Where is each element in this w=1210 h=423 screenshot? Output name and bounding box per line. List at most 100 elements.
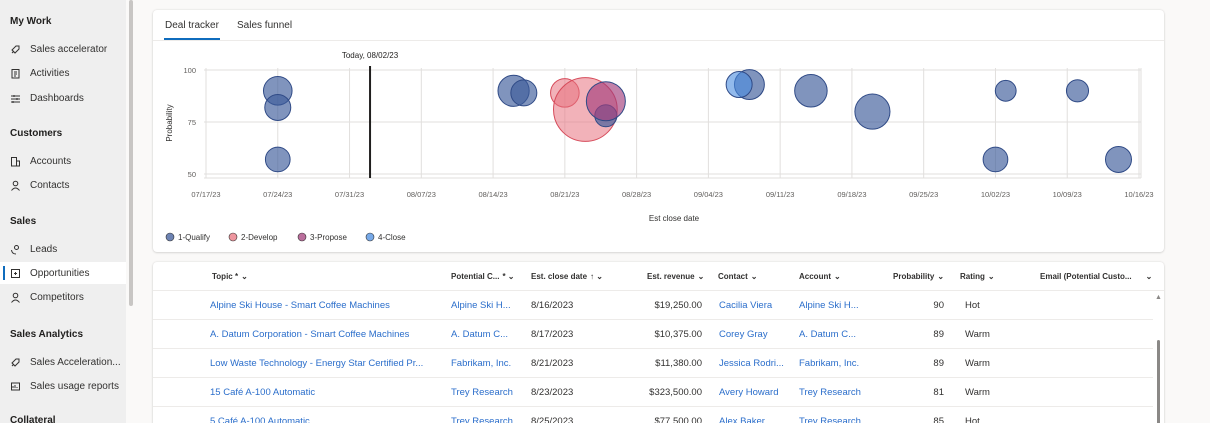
sidebar-item-activities[interactable]: Activities: [0, 62, 126, 84]
sidebar-item-label: Accounts: [30, 155, 72, 167]
x-axis-label: Est close date: [649, 214, 700, 223]
sidebar-section-collateral: Collateral: [10, 415, 56, 423]
sidebar-item-accounts[interactable]: Accounts: [0, 150, 126, 172]
x-tick-label: 08/14/23: [478, 190, 507, 199]
x-tick-label: 10/16/23: [1124, 190, 1153, 199]
y-tick-label: 100: [183, 66, 196, 75]
cell-revenue: $19,250.00: [654, 300, 702, 311]
legend-label[interactable]: 3-Propose: [310, 233, 347, 242]
cell-topic[interactable]: Low Waste Technology - Energy Star Certi…: [210, 358, 424, 369]
scroll-up-arrow-icon[interactable]: ▲: [1155, 294, 1162, 301]
cell-contact[interactable]: Avery Howard: [719, 387, 779, 398]
column-header[interactable]: Contact ⌄: [718, 272, 757, 281]
column-header-label: Topic *: [212, 272, 239, 281]
person-icon: [10, 292, 21, 303]
cell-customer[interactable]: Trey Research: [451, 387, 513, 398]
sidebar-item-label: Competitors: [30, 291, 84, 303]
cell-probability: 81: [933, 387, 944, 398]
x-tick-label: 09/25/23: [909, 190, 938, 199]
sidebar-item-label: Opportunities: [30, 267, 90, 279]
column-header[interactable]: Est. close date ↑ ⌄: [531, 272, 603, 281]
chevron-down-icon: ↑ ⌄: [590, 272, 603, 281]
sidebar-item-label: Contacts: [30, 179, 70, 191]
sidebar-item-sales-usage-reports[interactable]: Sales usage reports: [0, 375, 126, 397]
deal-tracker-card: Deal tracker Sales funnel 07/17/23 07/24/…: [153, 10, 1164, 252]
cell-account[interactable]: A. Datum C...: [799, 329, 857, 340]
x-tick-label: 07/17/23: [191, 190, 220, 199]
grid-scrollbar[interactable]: [1157, 340, 1160, 423]
sidebar-section-sales-analytics: Sales Analytics: [10, 329, 84, 340]
cell-contact[interactable]: Cacilia Viera: [719, 300, 773, 311]
column-header[interactable]: Topic * ⌄: [212, 272, 248, 281]
cell-topic[interactable]: 5 Café A-100 Automatic: [210, 416, 310, 423]
cell-revenue: $323,500.00: [649, 387, 702, 398]
legend-marker: [297, 232, 307, 242]
table-row[interactable]: A. Datum Corporation - Smart Coffee Mach…: [153, 320, 1153, 349]
tab-sales-funnel[interactable]: Sales funnel: [237, 20, 293, 31]
bubble-1-qualify: [264, 93, 292, 121]
dashboard-icon: [10, 93, 21, 104]
cell-account[interactable]: Alpine Ski H...: [799, 300, 859, 311]
sidebar-item-opportunities[interactable]: Opportunities: [0, 262, 126, 284]
x-tick-label: 09/11/23: [766, 190, 795, 199]
cell-topic[interactable]: A. Datum Corporation - Smart Coffee Mach…: [210, 329, 410, 340]
cell-contact[interactable]: Alex Baker: [719, 416, 765, 423]
sidebar-scrollbar[interactable]: [129, 0, 133, 306]
sidebar-item-sales-accelerator[interactable]: Sales accelerator: [0, 38, 126, 60]
sidebar-item-contacts[interactable]: Contacts: [0, 174, 126, 196]
column-header[interactable]: Potential C... * ⌄: [451, 272, 515, 281]
sidebar-item-sales-acceleration[interactable]: Sales Acceleration...: [0, 351, 126, 373]
column-header[interactable]: Est. revenue ⌄: [647, 272, 704, 281]
y-tick-label: 50: [188, 170, 196, 179]
cell-account[interactable]: Trey Research: [799, 387, 861, 398]
column-header-label: Est. revenue: [647, 272, 695, 281]
legend-label[interactable]: 2-Develop: [241, 233, 278, 242]
cell-customer[interactable]: Trey Research: [451, 416, 513, 423]
table-row[interactable]: 5 Café A-100 Automatic Trey Research 8/25/…: [153, 407, 1153, 423]
tab-deal-tracker[interactable]: Deal tracker: [164, 20, 220, 40]
cell-customer[interactable]: A. Datum C...: [451, 329, 509, 340]
legend-label[interactable]: 4-Close: [378, 233, 406, 242]
sidebar-item-label: Activities: [30, 67, 70, 79]
cell-close: 8/21/2023: [531, 358, 574, 369]
x-tick-label: 08/07/23: [407, 190, 436, 199]
rocket-icon: [10, 44, 21, 55]
x-tick-label: 07/31/23: [335, 190, 364, 199]
chevron-down-icon: ⌄: [750, 272, 758, 281]
cell-rating: Warm: [965, 358, 990, 369]
column-header[interactable]: Account ⌄: [799, 272, 841, 281]
cell-customer[interactable]: Alpine Ski H...: [451, 300, 511, 311]
sidebar-item-dashboards[interactable]: Dashboards: [0, 87, 126, 109]
table-row[interactable]: 15 Café A-100 Automatic Trey Research 8/23…: [153, 378, 1153, 407]
deal-tracker-chart: 07/17/23 07/24/23 07/31/23 08/07/23 08/14/23…: [165, 51, 1154, 242]
x-tick-label: 09/18/23: [837, 190, 866, 199]
cell-revenue: $77,500.00: [654, 416, 702, 423]
cell-topic[interactable]: 15 Café A-100 Automatic: [210, 387, 316, 398]
cell-contact[interactable]: Jessica Rodri...: [719, 358, 784, 369]
opportunity-icon: [10, 268, 21, 279]
table-row[interactable]: Alpine Ski House - Smart Coffee Machines…: [153, 291, 1153, 320]
column-header[interactable]: Probability ⌄: [893, 272, 944, 281]
column-header[interactable]: Rating ⌄: [960, 272, 995, 281]
cell-close: 8/16/2023: [531, 300, 574, 311]
sidebar-item-competitors[interactable]: Competitors: [0, 286, 126, 308]
chart-tabs: Deal tracker Sales funnel: [153, 10, 1164, 41]
legend-marker: [165, 232, 175, 242]
cell-probability: 89: [933, 358, 944, 369]
cell-customer[interactable]: Fabrikam, Inc.: [451, 358, 512, 369]
table-row[interactable]: Low Waste Technology - Energy Star Certi…: [153, 349, 1153, 378]
report-icon: [10, 381, 21, 392]
sidebar-item-leads[interactable]: Leads: [0, 238, 126, 260]
column-header-label: Contact: [718, 272, 748, 281]
chevron-down-icon: ⌄: [1145, 272, 1153, 281]
cell-account[interactable]: Trey Research: [799, 416, 861, 423]
sidebar-item-label: Sales Acceleration...: [30, 356, 121, 368]
cell-topic[interactable]: Alpine Ski House - Smart Coffee Machines: [210, 300, 390, 311]
legend-label[interactable]: 1-Qualify: [178, 233, 210, 242]
cell-contact[interactable]: Corey Gray: [719, 329, 768, 340]
cell-rating: Warm: [965, 329, 990, 340]
cell-close: 8/25/2023: [531, 416, 574, 423]
cell-account[interactable]: Fabrikam, Inc.: [799, 358, 860, 369]
chevron-down-icon: ⌄: [937, 272, 945, 281]
column-header[interactable]: Email (Potential Custo... ⌄: [1040, 272, 1152, 281]
